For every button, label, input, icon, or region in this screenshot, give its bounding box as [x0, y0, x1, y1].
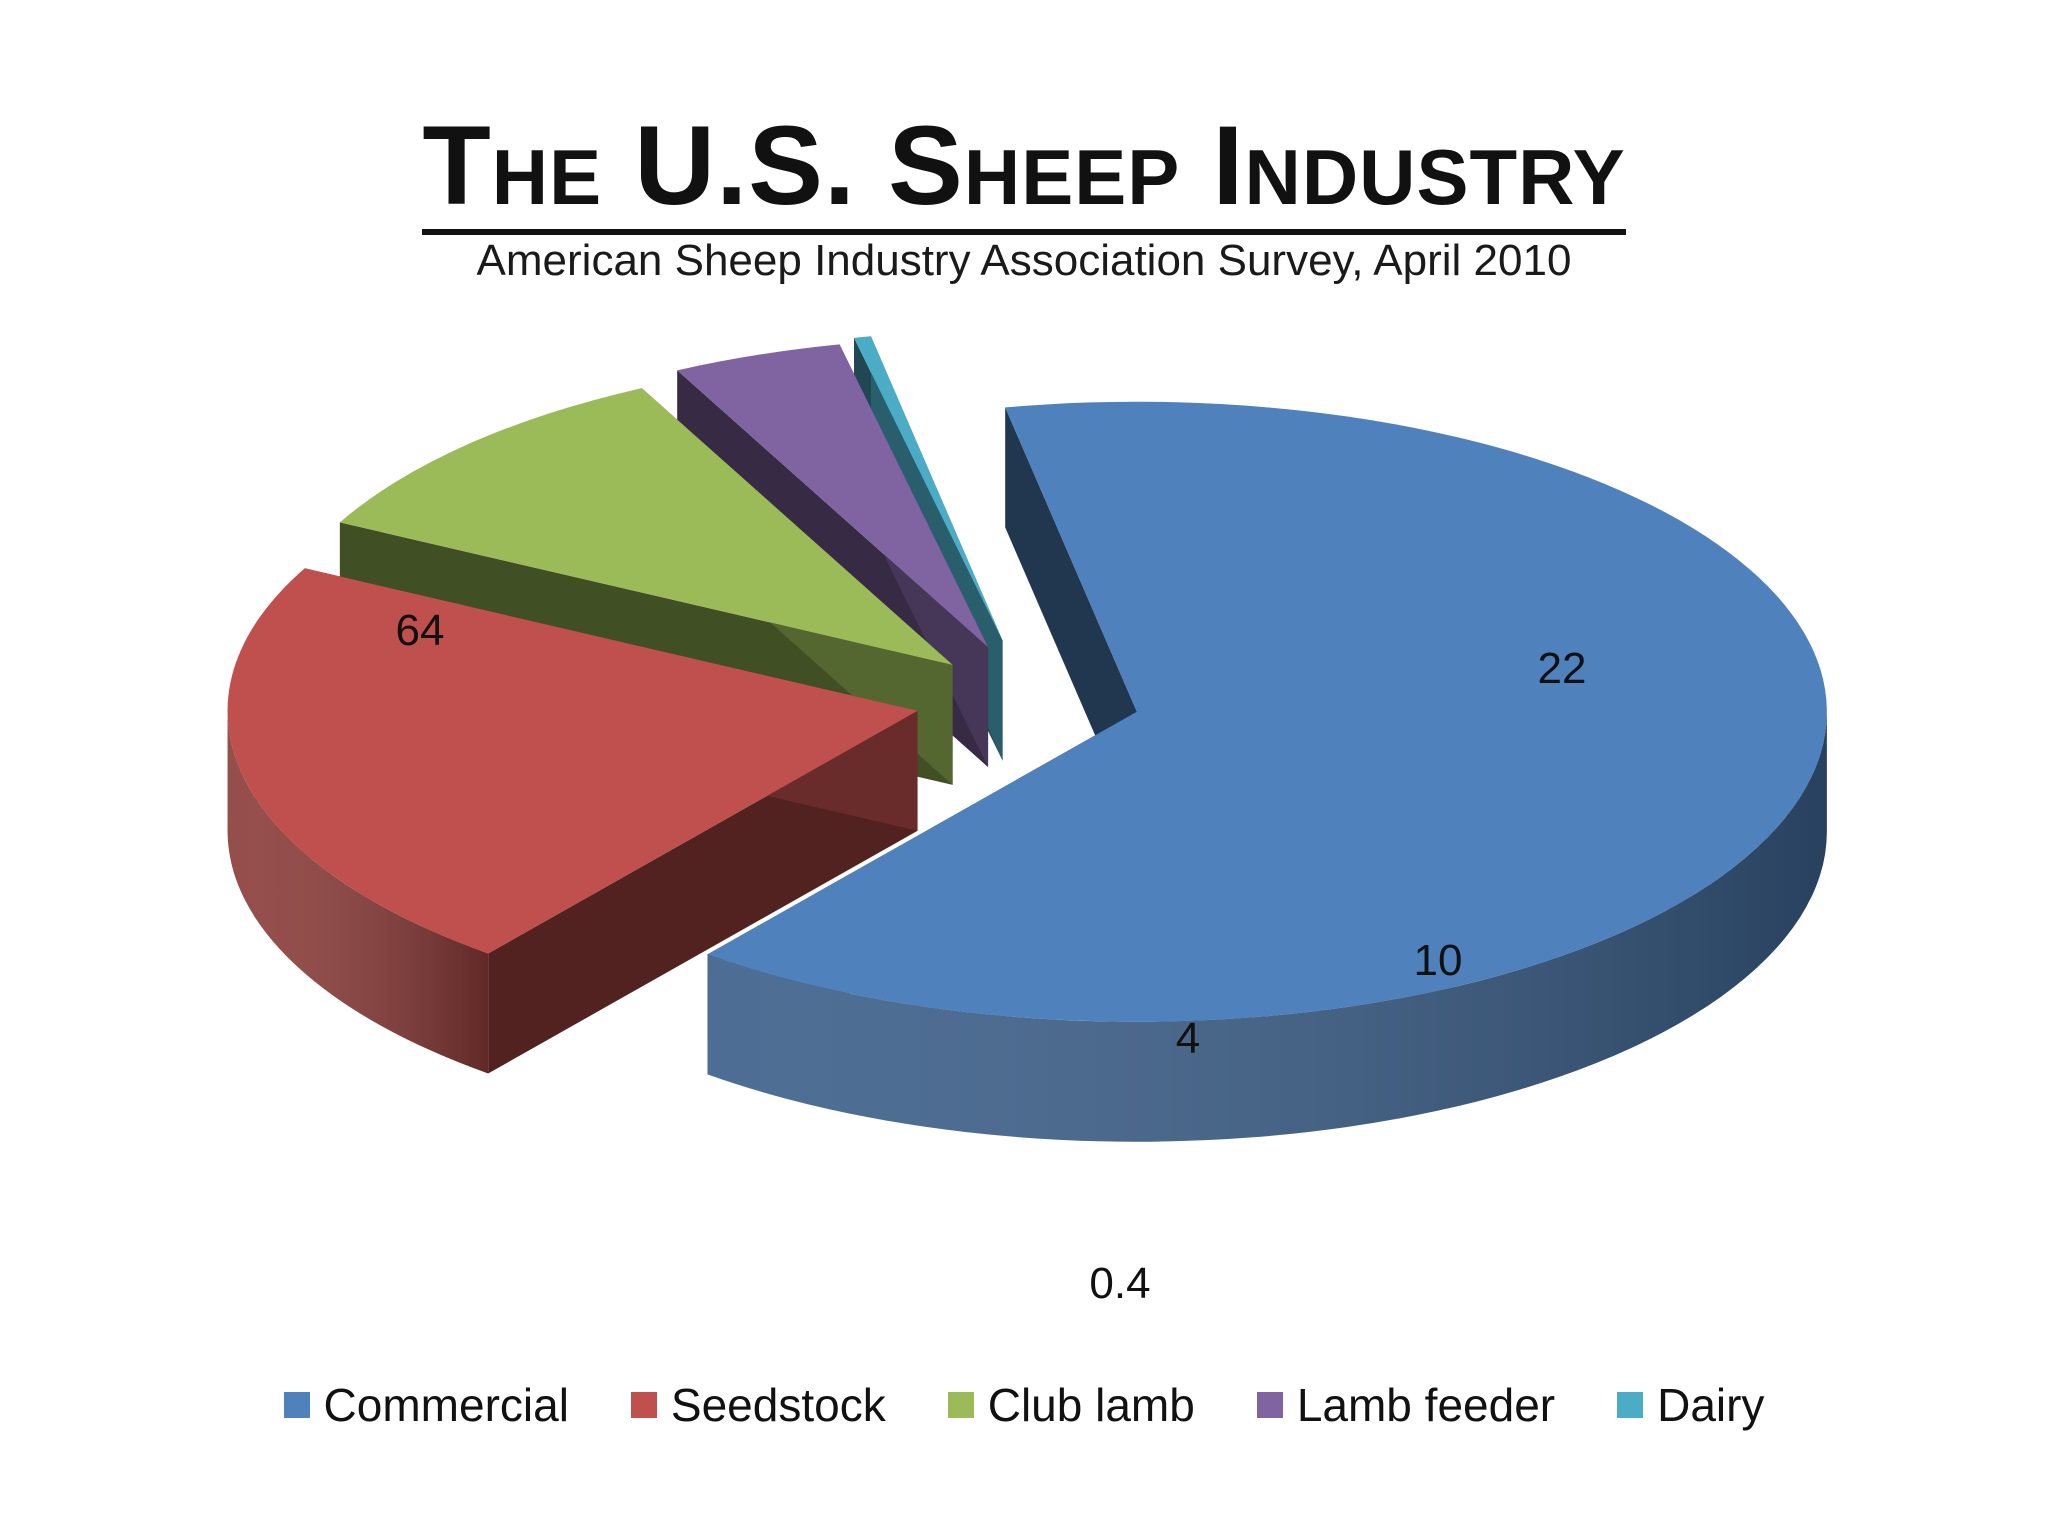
slice-top-face — [677, 344, 989, 648]
slice-outer-wall-shading — [227, 710, 489, 1074]
data-label-dairy: 0.4 — [1089, 1259, 1150, 1308]
legend-swatch — [947, 1392, 974, 1418]
pie-slice-seedstock — [227, 568, 918, 1074]
pie-slices — [227, 336, 1827, 1142]
slice-top-face — [227, 568, 918, 954]
legend-label: Commercial — [323, 1379, 569, 1431]
legend-item-dairy: Dairy — [1617, 1378, 1764, 1432]
chart-subtitle: American Sheep Industry Association Surv… — [476, 236, 1572, 285]
legend-item-club-lamb: Club lamb — [947, 1378, 1195, 1432]
chart-legend: Commercial Seedstock Club lamb Lamb feeder D… — [0, 1378, 2048, 1432]
pie-slice-commercial — [707, 401, 1827, 1142]
legend-label: Seedstock — [670, 1379, 886, 1431]
legend-swatch — [1256, 1392, 1283, 1418]
legend-label: Club lamb — [987, 1379, 1195, 1431]
data-label-lamb-feeder: 4 — [1176, 1014, 1200, 1063]
slice-side-wall — [1005, 407, 1137, 832]
chart-title-text: The U.S. Sheep Industry — [422, 104, 1626, 236]
legend-swatch — [283, 1392, 310, 1418]
legend-item-commercial: Commercial — [283, 1378, 569, 1432]
slice-top-face — [707, 401, 1827, 1022]
legend-item-seedstock: Seedstock — [630, 1378, 886, 1432]
legend-item-lamb-feeder: Lamb feeder — [1256, 1378, 1556, 1432]
legend-label: Lamb feeder — [1296, 1379, 1556, 1431]
pie-data-labels: 64 22 10 4 0.4 — [396, 606, 1587, 1308]
slice-outer-wall-shading — [707, 711, 1827, 1142]
legend-label: Dairy — [1657, 1379, 1765, 1431]
slice-top-face — [854, 336, 1003, 641]
legend-swatch — [630, 1392, 657, 1418]
legend-swatch — [1617, 1392, 1644, 1418]
slice-top-face — [339, 388, 953, 665]
data-label-seedstock: 22 — [1538, 644, 1587, 693]
chart-title: The U.S. Sheep Industry — [0, 104, 2048, 236]
pie-chart: 64 22 10 4 0.4 — [227, 336, 1827, 1308]
data-label-club-lamb: 10 — [1414, 936, 1463, 985]
data-label-commercial: 64 — [396, 606, 445, 655]
